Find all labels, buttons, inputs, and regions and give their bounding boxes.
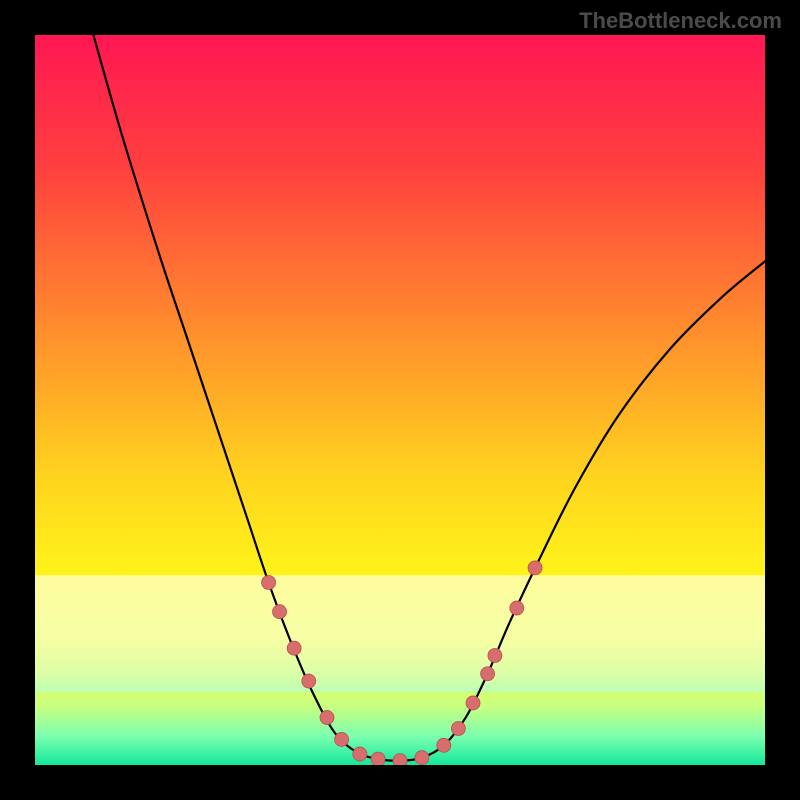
marker-point	[262, 576, 276, 590]
plot-area	[35, 35, 765, 765]
marker-point	[528, 561, 542, 575]
marker-point	[353, 747, 367, 761]
marker-point	[510, 601, 524, 615]
chart-svg	[35, 35, 765, 765]
marker-point	[335, 732, 349, 746]
marker-point	[466, 696, 480, 710]
marker-point	[371, 752, 385, 765]
marker-point	[415, 751, 429, 765]
chart-frame: TheBottleneck.com	[0, 0, 800, 800]
marker-point	[273, 605, 287, 619]
marker-point	[488, 649, 502, 663]
marker-point	[393, 754, 407, 765]
marker-point	[302, 674, 316, 688]
marker-point	[481, 667, 495, 681]
marker-point	[437, 738, 451, 752]
marker-point	[287, 641, 301, 655]
watermark-text: TheBottleneck.com	[579, 8, 782, 34]
pale-highlight-band	[35, 575, 765, 692]
marker-point	[320, 711, 334, 725]
marker-point	[451, 722, 465, 736]
